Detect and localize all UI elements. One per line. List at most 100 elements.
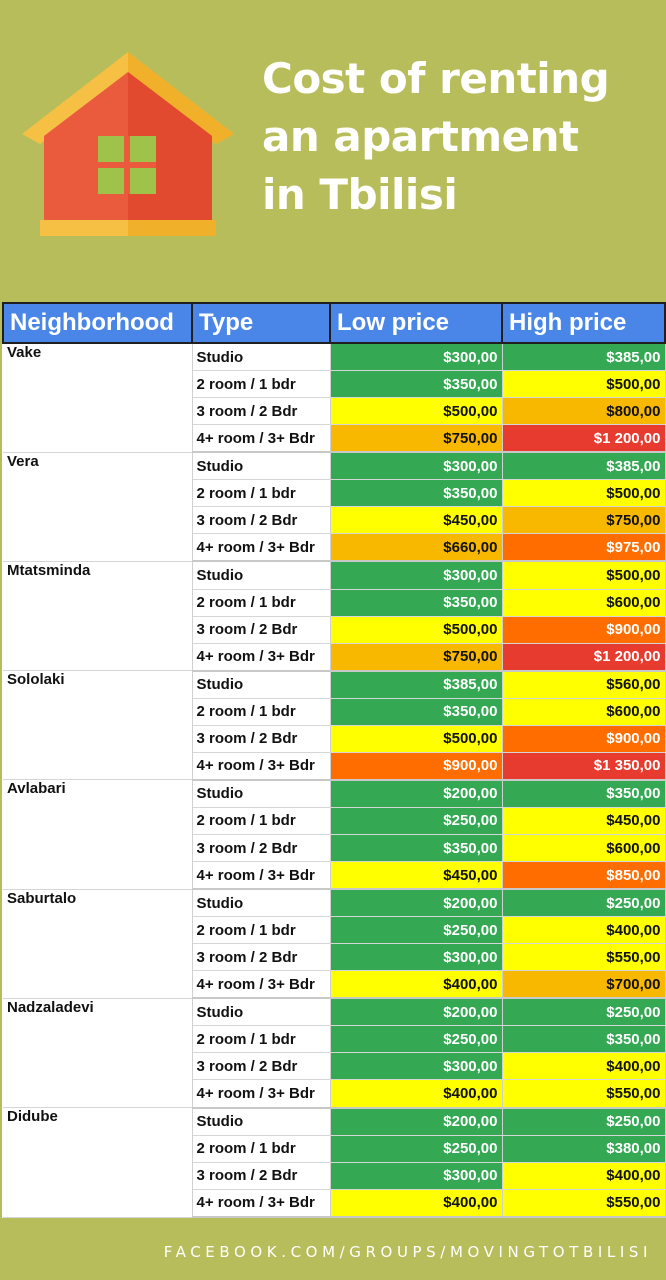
- column-header-low-price: Low price: [329, 302, 503, 344]
- high-price-cell: $400,00: [502, 1052, 666, 1081]
- low-price-cell: $350,00: [330, 479, 503, 508]
- table-row: 3 room / 2 Bdr $500,00 $900,00: [3, 725, 666, 753]
- low-price-cell: $300,00: [330, 452, 503, 481]
- high-price-cell: $500,00: [502, 370, 666, 399]
- low-price-cell: $450,00: [330, 861, 503, 891]
- high-price-cell: $550,00: [502, 1079, 666, 1109]
- high-price-cell: $400,00: [502, 916, 666, 945]
- high-price-cell: $500,00: [502, 479, 666, 508]
- neighborhood-name: Mtatsminda: [3, 561, 193, 672]
- apartment-type: 3 room / 2 Bdr: [192, 943, 331, 972]
- apartment-type: Studio: [192, 561, 331, 590]
- low-price-cell: $200,00: [330, 998, 503, 1027]
- table-row: 4+ room / 3+ Bdr $400,00 $550,00: [3, 1189, 666, 1218]
- table-row: 3 room / 2 Bdr $300,00 $400,00: [3, 1052, 666, 1081]
- table-row: 3 room / 2 Bdr $300,00 $400,00: [3, 1162, 666, 1190]
- table-row: 2 room / 1 bdr $250,00 $450,00: [3, 807, 666, 835]
- apartment-type: 3 room / 2 Bdr: [192, 1162, 331, 1190]
- apartment-type: 4+ room / 3+ Bdr: [192, 1079, 331, 1109]
- low-price-cell: $750,00: [330, 424, 503, 454]
- apartment-type: 4+ room / 3+ Bdr: [192, 533, 331, 563]
- high-price-cell: $450,00: [502, 807, 666, 835]
- table-row: Didube Studio $200,00 $250,00: [3, 1107, 666, 1218]
- low-price-cell: $200,00: [330, 1107, 503, 1136]
- high-price-cell: $400,00: [502, 1162, 666, 1190]
- high-price-cell: $600,00: [502, 698, 666, 726]
- apartment-type: 4+ room / 3+ Bdr: [192, 861, 331, 891]
- table-row: 4+ room / 3+ Bdr $750,00 $1 200,00: [3, 424, 666, 454]
- high-price-cell: $385,00: [502, 452, 666, 481]
- table-row: 2 room / 1 bdr $350,00 $600,00: [3, 698, 666, 726]
- apartment-type: 2 room / 1 bdr: [192, 1135, 331, 1163]
- low-price-cell: $300,00: [330, 1162, 503, 1190]
- neighborhood-name: Avlabari: [3, 779, 193, 890]
- low-price-cell: $350,00: [330, 698, 503, 726]
- low-price-cell: $300,00: [330, 561, 503, 590]
- header: Cost of renting an apartment in Tbilisi: [0, 0, 666, 300]
- footer-link[interactable]: FACEBOOK.COM/GROUPS/MOVINGTOTBILISI: [163, 1243, 652, 1261]
- apartment-type: 4+ room / 3+ Bdr: [192, 970, 331, 1000]
- column-header-high-price: High price: [501, 302, 666, 344]
- low-price-cell: $385,00: [330, 670, 503, 699]
- apartment-type: 2 room / 1 bdr: [192, 589, 331, 617]
- table-row: Vake Studio $300,00 $385,00: [3, 343, 666, 453]
- high-price-cell: $250,00: [502, 998, 666, 1027]
- apartment-type: 3 room / 2 Bdr: [192, 616, 331, 644]
- table-row: Nadzaladevi Studio $200,00 $250,00: [3, 998, 666, 1109]
- apartment-type: 2 room / 1 bdr: [192, 807, 331, 835]
- apartment-type: 2 room / 1 bdr: [192, 370, 331, 399]
- apartment-type: 3 room / 2 Bdr: [192, 506, 331, 535]
- low-price-cell: $300,00: [330, 343, 503, 372]
- house-icon: [22, 52, 234, 236]
- high-price-cell: $600,00: [502, 589, 666, 617]
- apartment-type: 2 room / 1 bdr: [192, 916, 331, 945]
- table-row: 3 room / 2 Bdr $450,00 $750,00: [3, 506, 666, 535]
- table-row: Mtatsminda Studio $300,00 $500,00: [3, 561, 666, 672]
- neighborhood-name: Sololaki: [3, 670, 193, 781]
- neighborhood-name: Didube: [3, 1107, 193, 1218]
- high-price-cell: $1 200,00: [502, 643, 666, 672]
- high-price-cell: $385,00: [502, 343, 666, 372]
- title-line-3: in Tbilisi: [262, 170, 458, 219]
- column-header-neighborhood: Neighborhood: [2, 302, 193, 344]
- high-price-cell: $1 350,00: [502, 752, 666, 781]
- high-price-cell: $500,00: [502, 561, 666, 590]
- table-row: 3 room / 2 Bdr $300,00 $550,00: [3, 943, 666, 972]
- low-price-cell: $400,00: [330, 970, 503, 1000]
- apartment-type: 3 room / 2 Bdr: [192, 725, 331, 753]
- apartment-type: Studio: [192, 452, 331, 481]
- table-row: 4+ room / 3+ Bdr $400,00 $550,00: [3, 1079, 666, 1109]
- table-row: Saburtalo Studio $200,00 $250,00: [3, 889, 666, 999]
- neighborhood-name: Vake: [3, 343, 193, 453]
- apartment-type: Studio: [192, 998, 331, 1027]
- high-price-cell: $975,00: [502, 533, 666, 563]
- table-row: 3 room / 2 Bdr $350,00 $600,00: [3, 834, 666, 863]
- high-price-cell: $900,00: [502, 616, 666, 644]
- table-row: 2 room / 1 bdr $250,00 $400,00: [3, 916, 666, 945]
- high-price-cell: $380,00: [502, 1135, 666, 1163]
- column-header-type: Type: [191, 302, 331, 344]
- table-row: 2 room / 1 bdr $350,00 $600,00: [3, 589, 666, 617]
- high-price-cell: $700,00: [502, 970, 666, 1000]
- high-price-cell: $350,00: [502, 1025, 666, 1054]
- high-price-cell: $800,00: [502, 397, 666, 426]
- low-price-cell: $660,00: [330, 533, 503, 563]
- apartment-type: 3 room / 2 Bdr: [192, 1052, 331, 1081]
- rent-table: Neighborhood Type Low price High price V…: [2, 302, 666, 1218]
- table-row: 4+ room / 3+ Bdr $660,00 $975,00: [3, 533, 666, 563]
- apartment-type: 4+ room / 3+ Bdr: [192, 424, 331, 454]
- table-row: 2 room / 1 bdr $250,00 $380,00: [3, 1135, 666, 1163]
- low-price-cell: $350,00: [330, 834, 503, 863]
- low-price-cell: $250,00: [330, 916, 503, 945]
- low-price-cell: $400,00: [330, 1189, 503, 1218]
- apartment-type: Studio: [192, 1107, 331, 1136]
- low-price-cell: $300,00: [330, 1052, 503, 1081]
- apartment-type: Studio: [192, 779, 331, 808]
- neighborhood-name: Saburtalo: [3, 889, 193, 999]
- table-row: Sololaki Studio $385,00 $560,00: [3, 670, 666, 781]
- low-price-cell: $200,00: [330, 779, 503, 808]
- table-row: 4+ room / 3+ Bdr $900,00 $1 350,00: [3, 752, 666, 781]
- table-row: 2 room / 1 bdr $350,00 $500,00: [3, 479, 666, 508]
- low-price-cell: $500,00: [330, 616, 503, 644]
- apartment-type: Studio: [192, 670, 331, 699]
